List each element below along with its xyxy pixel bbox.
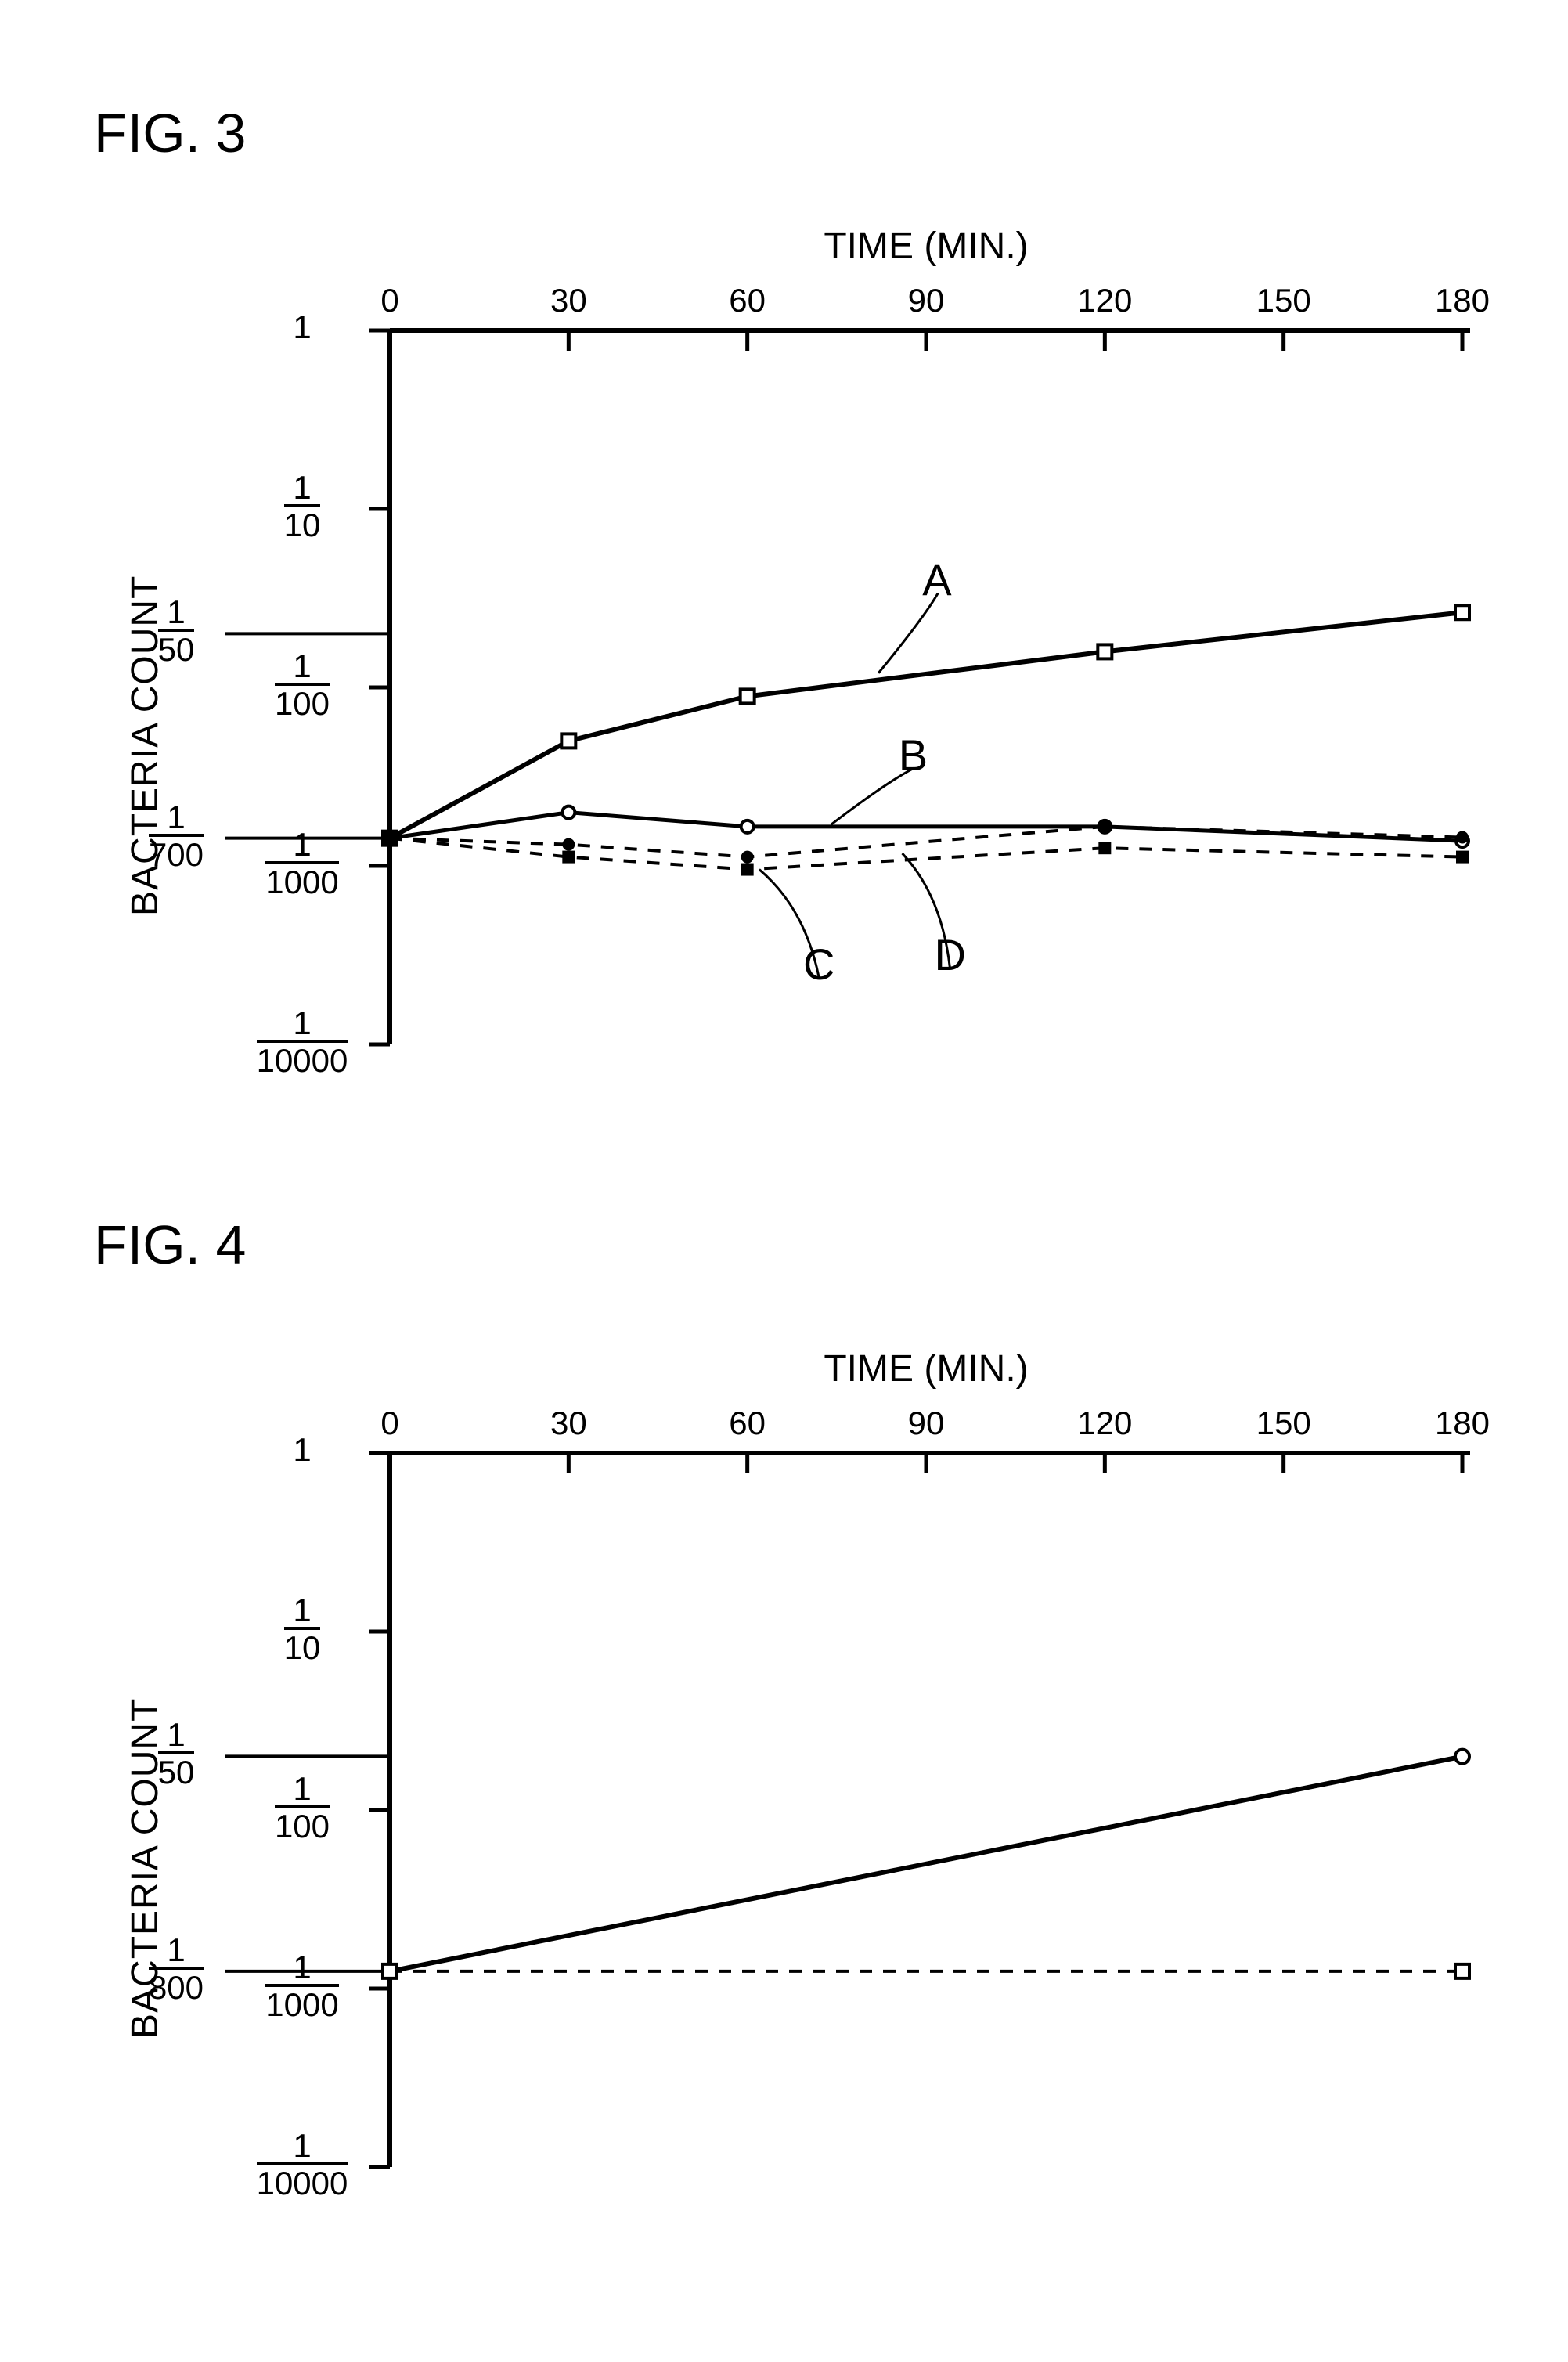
y-ref-label-den: 800 (149, 1967, 204, 2004)
y-ref-label: 150 (133, 1718, 219, 1791)
y-ref-label: 1800 (133, 1934, 219, 2007)
series-marker-S2 (383, 1964, 397, 1978)
y-ref-label-num: 1 (133, 1934, 219, 1967)
y-ref-label-num: 1 (133, 1718, 219, 1751)
series-marker-S2 (1455, 1964, 1469, 1978)
x-tick-label: 180 (1423, 1405, 1501, 1442)
series-lines-group (390, 1757, 1462, 1971)
y-tick-label-den: 10000 (257, 2162, 348, 2200)
x-tick-label: 60 (708, 1405, 787, 1442)
series-marker-S1 (1455, 1750, 1469, 1764)
y-tick-label: 1100 (240, 1772, 365, 1845)
y-tick-label: 11000 (240, 1951, 365, 2024)
chart-svg-4 (0, 0, 1568, 2362)
x-tick-label: 90 (887, 1405, 965, 1442)
y-tick-label-den: 100 (275, 1805, 330, 1843)
y-tick-label-num: 1 (240, 1951, 365, 1984)
x-tick-label: 120 (1065, 1405, 1144, 1442)
y-tick-label: 1 (240, 1433, 365, 1466)
y-tick-label-num: 1 (240, 2129, 365, 2162)
y-tick-label-den: 1000 (265, 1984, 338, 2021)
y-tick-label-num: 1 (240, 1433, 365, 1466)
series-line-S1 (390, 1757, 1462, 1971)
y-tick-label-num: 1 (240, 1772, 365, 1805)
y-tick-label: 110 (240, 1594, 365, 1667)
x-tick-label: 30 (529, 1405, 607, 1442)
x-tick-label: 150 (1245, 1405, 1323, 1442)
y-tick-label-num: 1 (240, 1594, 365, 1627)
y-ref-label-den: 50 (158, 1751, 195, 1789)
y-tick-label: 110000 (240, 2129, 365, 2202)
y-tick-label-den: 10 (284, 1627, 321, 1664)
